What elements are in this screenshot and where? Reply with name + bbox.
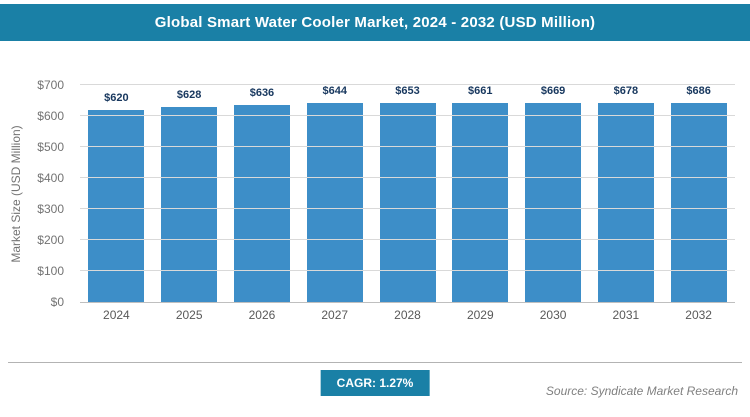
y-tick-label: $0 [50,295,64,309]
y-tick-label: $700 [37,78,64,92]
bar-value-label: $686 [686,85,711,97]
bar [233,104,290,302]
bar-column: $669 [517,85,590,302]
gridline [80,146,735,147]
plot-area: $620 $628 $636 $644 $653 $661 $669 $678 $686 [80,84,735,303]
y-tick-label: $500 [37,140,64,154]
bar-value-label: $661 [468,85,493,97]
bar-column: $678 [589,85,662,302]
bar-value-label: $628 [176,89,202,102]
gridline [80,208,735,209]
x-tick-label: 2028 [394,308,421,322]
bar [88,109,145,302]
bar-column: $636 [226,85,299,302]
bar [670,103,727,302]
bars-row: $620 $628 $636 $644 $653 $661 $669 $678 $686 [80,85,735,302]
bar [525,103,582,302]
bar-column: $686 [662,85,735,302]
bar-value-label: $620 [104,91,129,104]
y-tick-label: $300 [37,202,64,216]
y-tick-label: $200 [37,233,64,247]
x-tick-label: 2025 [175,308,203,322]
bar [452,103,509,302]
x-tick-label: 2032 [685,308,712,322]
y-axis-ticks: $0 $100 $200 $300 $400 $500 $600 $700 [0,78,72,309]
gridline [80,115,735,116]
x-axis-labels: 2024 2025 2026 2027 2028 2029 2030 2031 2032 [80,308,735,322]
x-tick-label: 2030 [539,308,567,322]
bar-column: $620 [80,85,153,302]
x-tick-label: 2027 [321,308,349,322]
bar-value-label: $644 [322,85,347,97]
y-tick-label: $400 [37,171,64,185]
chart-title: Global Smart Water Cooler Market, 2024 -… [154,14,596,31]
x-tick-label: 2026 [248,308,276,322]
bar [597,103,654,302]
gridline [80,270,735,271]
bar [306,103,363,302]
source-text: Source: Syndicate Market Research [545,384,738,398]
bar [161,107,218,302]
bar-column: $644 [298,85,371,302]
footer-divider [8,362,742,363]
x-tick-label: 2024 [103,308,130,322]
gridline [80,84,735,85]
bar [379,103,436,302]
bar-column: $653 [371,85,444,302]
bar-value-label: $678 [613,85,639,97]
bar-value-label: $653 [395,85,420,97]
y-tick-label: $600 [37,109,64,123]
bar-value-label: $636 [249,86,275,99]
chart-title-bar: Global Smart Water Cooler Market, 2024 -… [0,4,750,41]
bar-column: $661 [444,85,517,302]
x-tick-label: 2031 [612,308,640,322]
x-tick-label: 2029 [466,308,494,322]
gridline [80,177,735,178]
cagr-badge: CAGR: 1.27% [320,370,430,396]
gridline [80,239,735,240]
y-tick-label: $100 [37,264,64,278]
bar-column: $628 [153,85,226,302]
bar-value-label: $669 [540,85,566,97]
